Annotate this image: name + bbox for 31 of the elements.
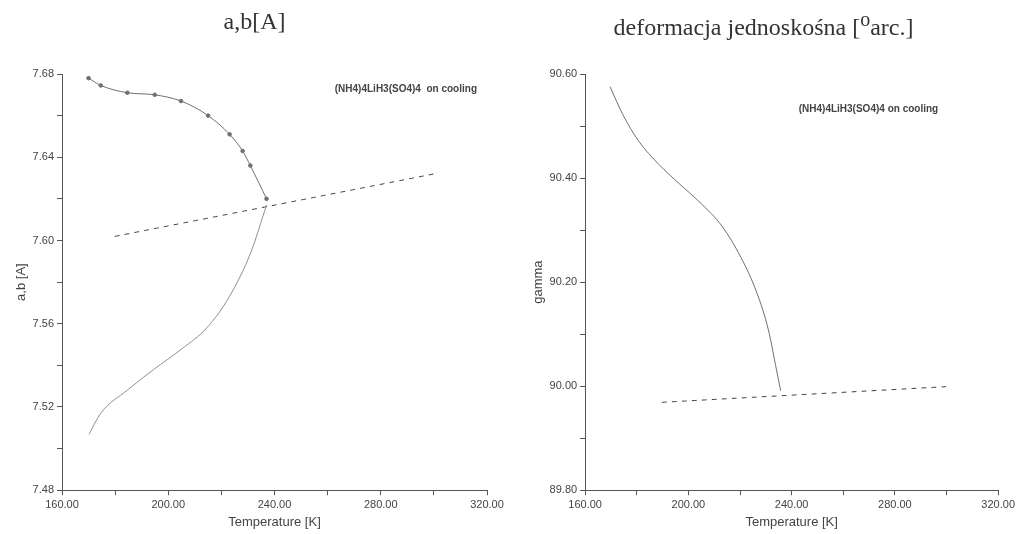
x-tick-label: 280.00 [878, 497, 912, 510]
y-tick-label: 7.64 [32, 150, 55, 163]
x-tick-label: 240.00 [774, 497, 809, 510]
y-tick-label: 90.00 [549, 379, 578, 392]
x-tick-label: 280.00 [363, 497, 398, 510]
y-tick-label: 7.48 [32, 483, 55, 496]
y-tick-label: 7.68 [32, 67, 55, 80]
y-tick-label: 89.80 [549, 483, 578, 496]
chart-title: deformacja jednoskośna [$^{o}$arc.] [612, 8, 915, 41]
y-tick-label: 90.60 [549, 67, 578, 80]
line-series [88, 204, 268, 435]
y-axis-title: a,b [A] [13, 263, 29, 301]
y-tick-label: 90.20 [549, 275, 578, 288]
x-axis-title: Temperature [K] [228, 513, 321, 529]
x-tick-label: 160.00 [45, 497, 79, 510]
y-axis-title: gamma [530, 259, 546, 304]
y-tick-label: 7.56 [32, 316, 55, 329]
x-tick-label: 200.00 [671, 497, 706, 510]
chart-title: a,b[A] [222, 8, 287, 35]
y-tick-label: 7.60 [32, 233, 55, 246]
x-tick-label: 240.00 [257, 497, 292, 510]
x-tick-label: 320.00 [981, 497, 1016, 510]
x-tick-label: 200.00 [151, 497, 186, 510]
annotation: (NH4)4LiH3(SO4)4 on cooling [334, 82, 477, 94]
y-tick-label: 90.40 [549, 171, 578, 184]
x-tick-label: 160.00 [568, 497, 602, 510]
annotation: (NH4)4LiH3(SO4)4 on cooling [798, 102, 939, 114]
y-tick-label: 7.52 [32, 399, 55, 412]
line-series [609, 86, 782, 391]
x-axis-title: Temperature [K] [745, 513, 838, 529]
x-tick-label: 320.00 [470, 497, 504, 510]
